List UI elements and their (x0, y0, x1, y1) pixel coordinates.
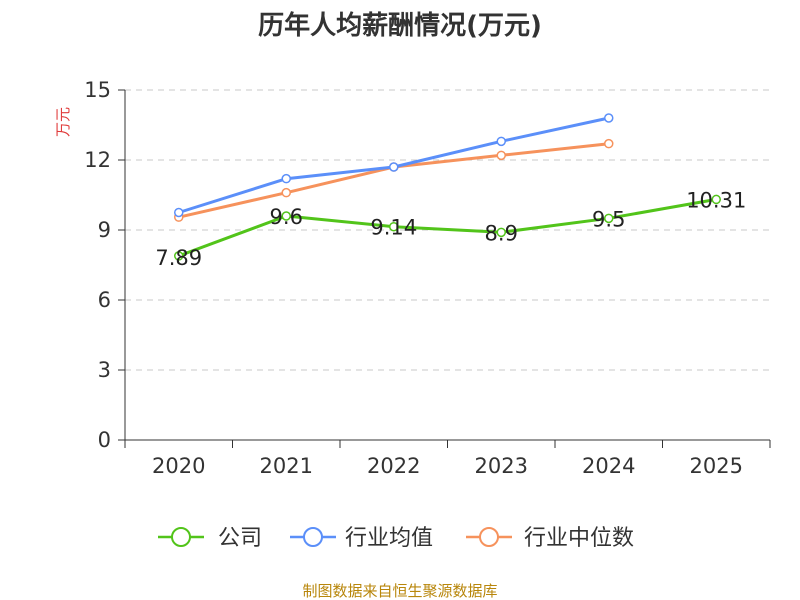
data-label: 9.14 (370, 216, 417, 240)
data-label: 10.31 (686, 188, 746, 212)
data-point (174, 251, 184, 261)
y-tick-label: 9 (98, 218, 111, 242)
legend-label: 行业均值 (345, 526, 433, 551)
data-point (389, 162, 399, 172)
x-tick-label: 2024 (582, 454, 635, 478)
y-tick-label: 0 (98, 428, 111, 452)
data-point (496, 150, 506, 161)
y-tick-label: 12 (84, 148, 111, 172)
data-point (604, 213, 614, 224)
legend-label: 行业中位数 (524, 526, 634, 551)
legend-marker (171, 527, 191, 547)
y-tick-label: 3 (98, 358, 111, 382)
data-point (604, 113, 614, 123)
data-point (281, 173, 291, 184)
chart-title: 历年人均薪酬情况(万元) (258, 10, 542, 41)
y-tick-label: 15 (84, 78, 111, 102)
data-point (389, 221, 399, 232)
data-point (281, 211, 291, 221)
data-point (711, 194, 721, 205)
legend-marker (479, 527, 499, 547)
source-note: 制图数据来自恒生聚源数据库 (302, 582, 497, 600)
legend: 公司 行业均值 行业中位数 (158, 526, 634, 551)
data-point (496, 227, 506, 238)
data-label: 9.5 (592, 207, 625, 231)
series-lines (174, 113, 721, 261)
axes: 0 3 6 9 12 15 2020 2021 2022 2023 2024 2025 (84, 78, 771, 478)
x-tick-label: 2025 (690, 454, 743, 478)
x-tick-label: 2020 (152, 454, 205, 478)
legend-label: 公司 (218, 526, 262, 551)
data-point (174, 207, 184, 218)
series-line (178, 142, 609, 219)
series-line (178, 197, 717, 258)
x-tick-label: 2022 (367, 454, 420, 478)
data-point (604, 138, 614, 149)
data-label: 8.9 (485, 221, 518, 245)
x-tick-label: 2023 (475, 454, 528, 478)
legend-marker (303, 527, 323, 547)
data-label: 9.6 (270, 205, 303, 229)
data-labels: 7.89 9.6 9.14 8.9 9.5 10.31 (155, 188, 746, 269)
data-point (281, 187, 291, 198)
data-point (496, 136, 506, 147)
y-axis-label: 万元 (54, 107, 72, 137)
x-tick-label: 2021 (260, 454, 313, 478)
data-label: 7.89 (155, 246, 202, 270)
y-tick-label: 6 (98, 288, 111, 312)
